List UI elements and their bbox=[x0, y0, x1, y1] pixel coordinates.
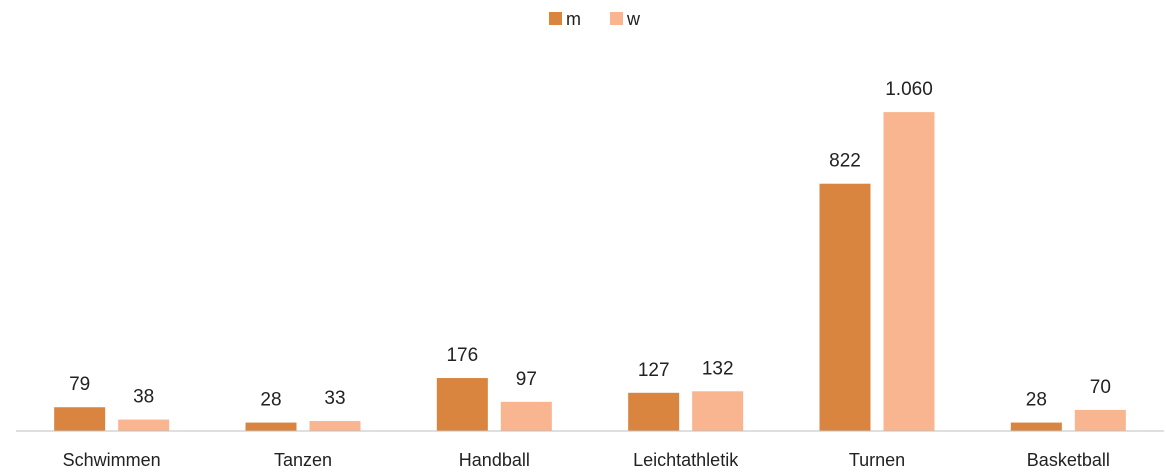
bar bbox=[1074, 409, 1126, 431]
bar bbox=[54, 407, 106, 431]
bar bbox=[819, 183, 871, 431]
data-label: 28 bbox=[1026, 390, 1047, 411]
data-label: 79 bbox=[69, 374, 90, 395]
bar bbox=[500, 401, 552, 431]
legend-label: w bbox=[626, 9, 641, 29]
x-tick-label: Leichtathletik bbox=[633, 450, 739, 470]
bar bbox=[628, 392, 680, 431]
x-tick-label: Basketball bbox=[1027, 450, 1110, 470]
legend-swatch bbox=[549, 12, 562, 25]
x-tick-label: Tanzen bbox=[274, 450, 332, 470]
data-label: 33 bbox=[324, 388, 345, 409]
bar bbox=[309, 421, 361, 431]
data-label: 70 bbox=[1090, 377, 1111, 398]
data-label: 1.060 bbox=[885, 79, 933, 100]
x-tick-label: Schwimmen bbox=[63, 450, 161, 470]
bar bbox=[1010, 422, 1062, 431]
bar bbox=[245, 422, 297, 431]
data-label: 132 bbox=[702, 358, 734, 379]
data-label: 28 bbox=[260, 390, 281, 411]
data-label: 176 bbox=[446, 345, 478, 366]
legend-swatch bbox=[610, 12, 623, 25]
bar bbox=[692, 391, 744, 431]
bar bbox=[118, 419, 170, 431]
x-tick-label: Turnen bbox=[849, 450, 905, 470]
legend-label: m bbox=[566, 9, 581, 29]
data-label: 97 bbox=[516, 369, 537, 390]
bar bbox=[436, 378, 488, 431]
data-label: 822 bbox=[829, 151, 861, 172]
x-tick-label: Handball bbox=[459, 450, 530, 470]
data-label: 127 bbox=[638, 360, 670, 381]
data-label: 38 bbox=[133, 387, 154, 408]
bar bbox=[883, 112, 935, 431]
